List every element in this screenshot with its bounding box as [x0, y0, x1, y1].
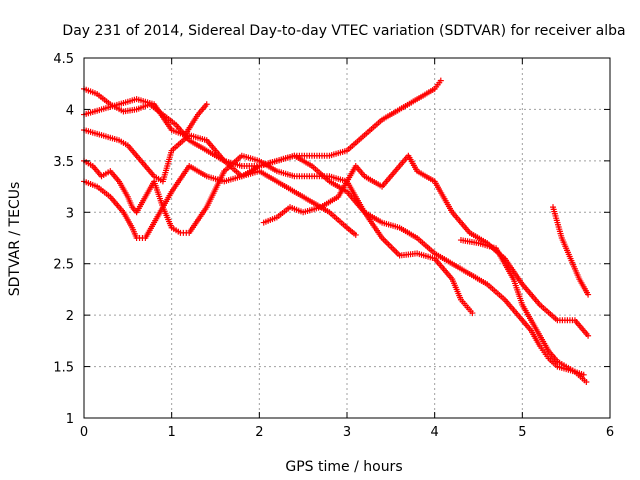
x-tick-label: 5 — [518, 425, 526, 440]
series-arc-4 — [81, 152, 590, 385]
y-tick-label: 4 — [66, 103, 74, 118]
x-tick-label: 3 — [343, 425, 351, 440]
series-arc-2 — [81, 96, 210, 139]
y-tick-label: 2 — [66, 309, 74, 324]
series-arc-7 — [457, 237, 587, 378]
y-axis-label: SDTVAR / TECUs — [7, 182, 23, 297]
data-point — [583, 379, 590, 385]
y-tick-label: 2.5 — [53, 258, 74, 273]
chart-title: Day 231 of 2014, Sidereal Day-to-day VTE… — [62, 23, 625, 39]
data-point — [585, 332, 592, 339]
data-point — [203, 101, 210, 108]
x-tick-label: 0 — [80, 425, 88, 440]
data-point — [437, 77, 444, 84]
x-tick-label: 6 — [606, 425, 614, 440]
data-point — [469, 310, 476, 317]
x-tick-label: 2 — [255, 425, 263, 440]
x-axis-label: GPS time / hours — [285, 459, 402, 475]
series-arc-8 — [550, 204, 592, 298]
series-arc-3 — [81, 127, 359, 238]
x-tick-label: 4 — [431, 425, 439, 440]
y-tick-label: 3 — [66, 206, 74, 221]
series-arc-5 — [81, 152, 476, 317]
data-point — [580, 371, 587, 378]
y-tick-label: 3.5 — [53, 155, 74, 170]
data-point — [352, 231, 359, 238]
x-tick-label: 1 — [168, 425, 176, 440]
y-tick-label: 4.5 — [53, 52, 74, 67]
y-tick-label: 1 — [66, 412, 74, 427]
y-tick-label: 1.5 — [53, 361, 74, 376]
data-point — [585, 291, 592, 298]
